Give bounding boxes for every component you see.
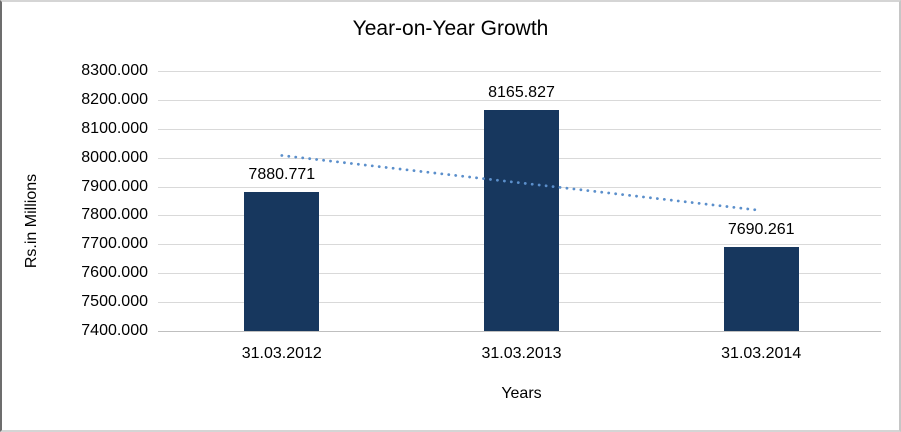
x-axis-title: Years xyxy=(501,385,542,402)
y-tick-label: 7900.000 xyxy=(81,177,148,195)
bar xyxy=(244,192,320,331)
x-axis-line xyxy=(158,331,881,332)
y-tick-label: 8300.000 xyxy=(81,62,148,79)
chart-title: Year-on-Year Growth xyxy=(352,17,549,40)
x-category-label: 31.03.2013 xyxy=(481,345,562,362)
bar-value-label: 8165.827 xyxy=(488,83,555,101)
y-tick-label: 7700.000 xyxy=(81,235,148,253)
bar xyxy=(723,247,799,331)
y-tick-label: 7800.000 xyxy=(81,206,148,224)
y-tick-label: 8000.000 xyxy=(81,148,148,166)
y-tick-label: 8200.000 xyxy=(81,90,148,108)
y-tick-label: 7400.000 xyxy=(81,322,148,339)
x-category-label: 31.03.2014 xyxy=(721,345,802,362)
bar xyxy=(484,109,559,331)
y-tick-label: 8100.000 xyxy=(81,119,148,137)
bar-value-label: 7690.261 xyxy=(727,221,795,239)
bar-value-label: 7880.771 xyxy=(248,166,316,184)
gridline xyxy=(158,99,881,101)
gridline xyxy=(158,71,881,72)
y-tick-label: 7500.000 xyxy=(81,293,148,311)
x-category-label: 31.03.2012 xyxy=(241,345,322,362)
y-tick-label: 7600.000 xyxy=(81,264,148,282)
